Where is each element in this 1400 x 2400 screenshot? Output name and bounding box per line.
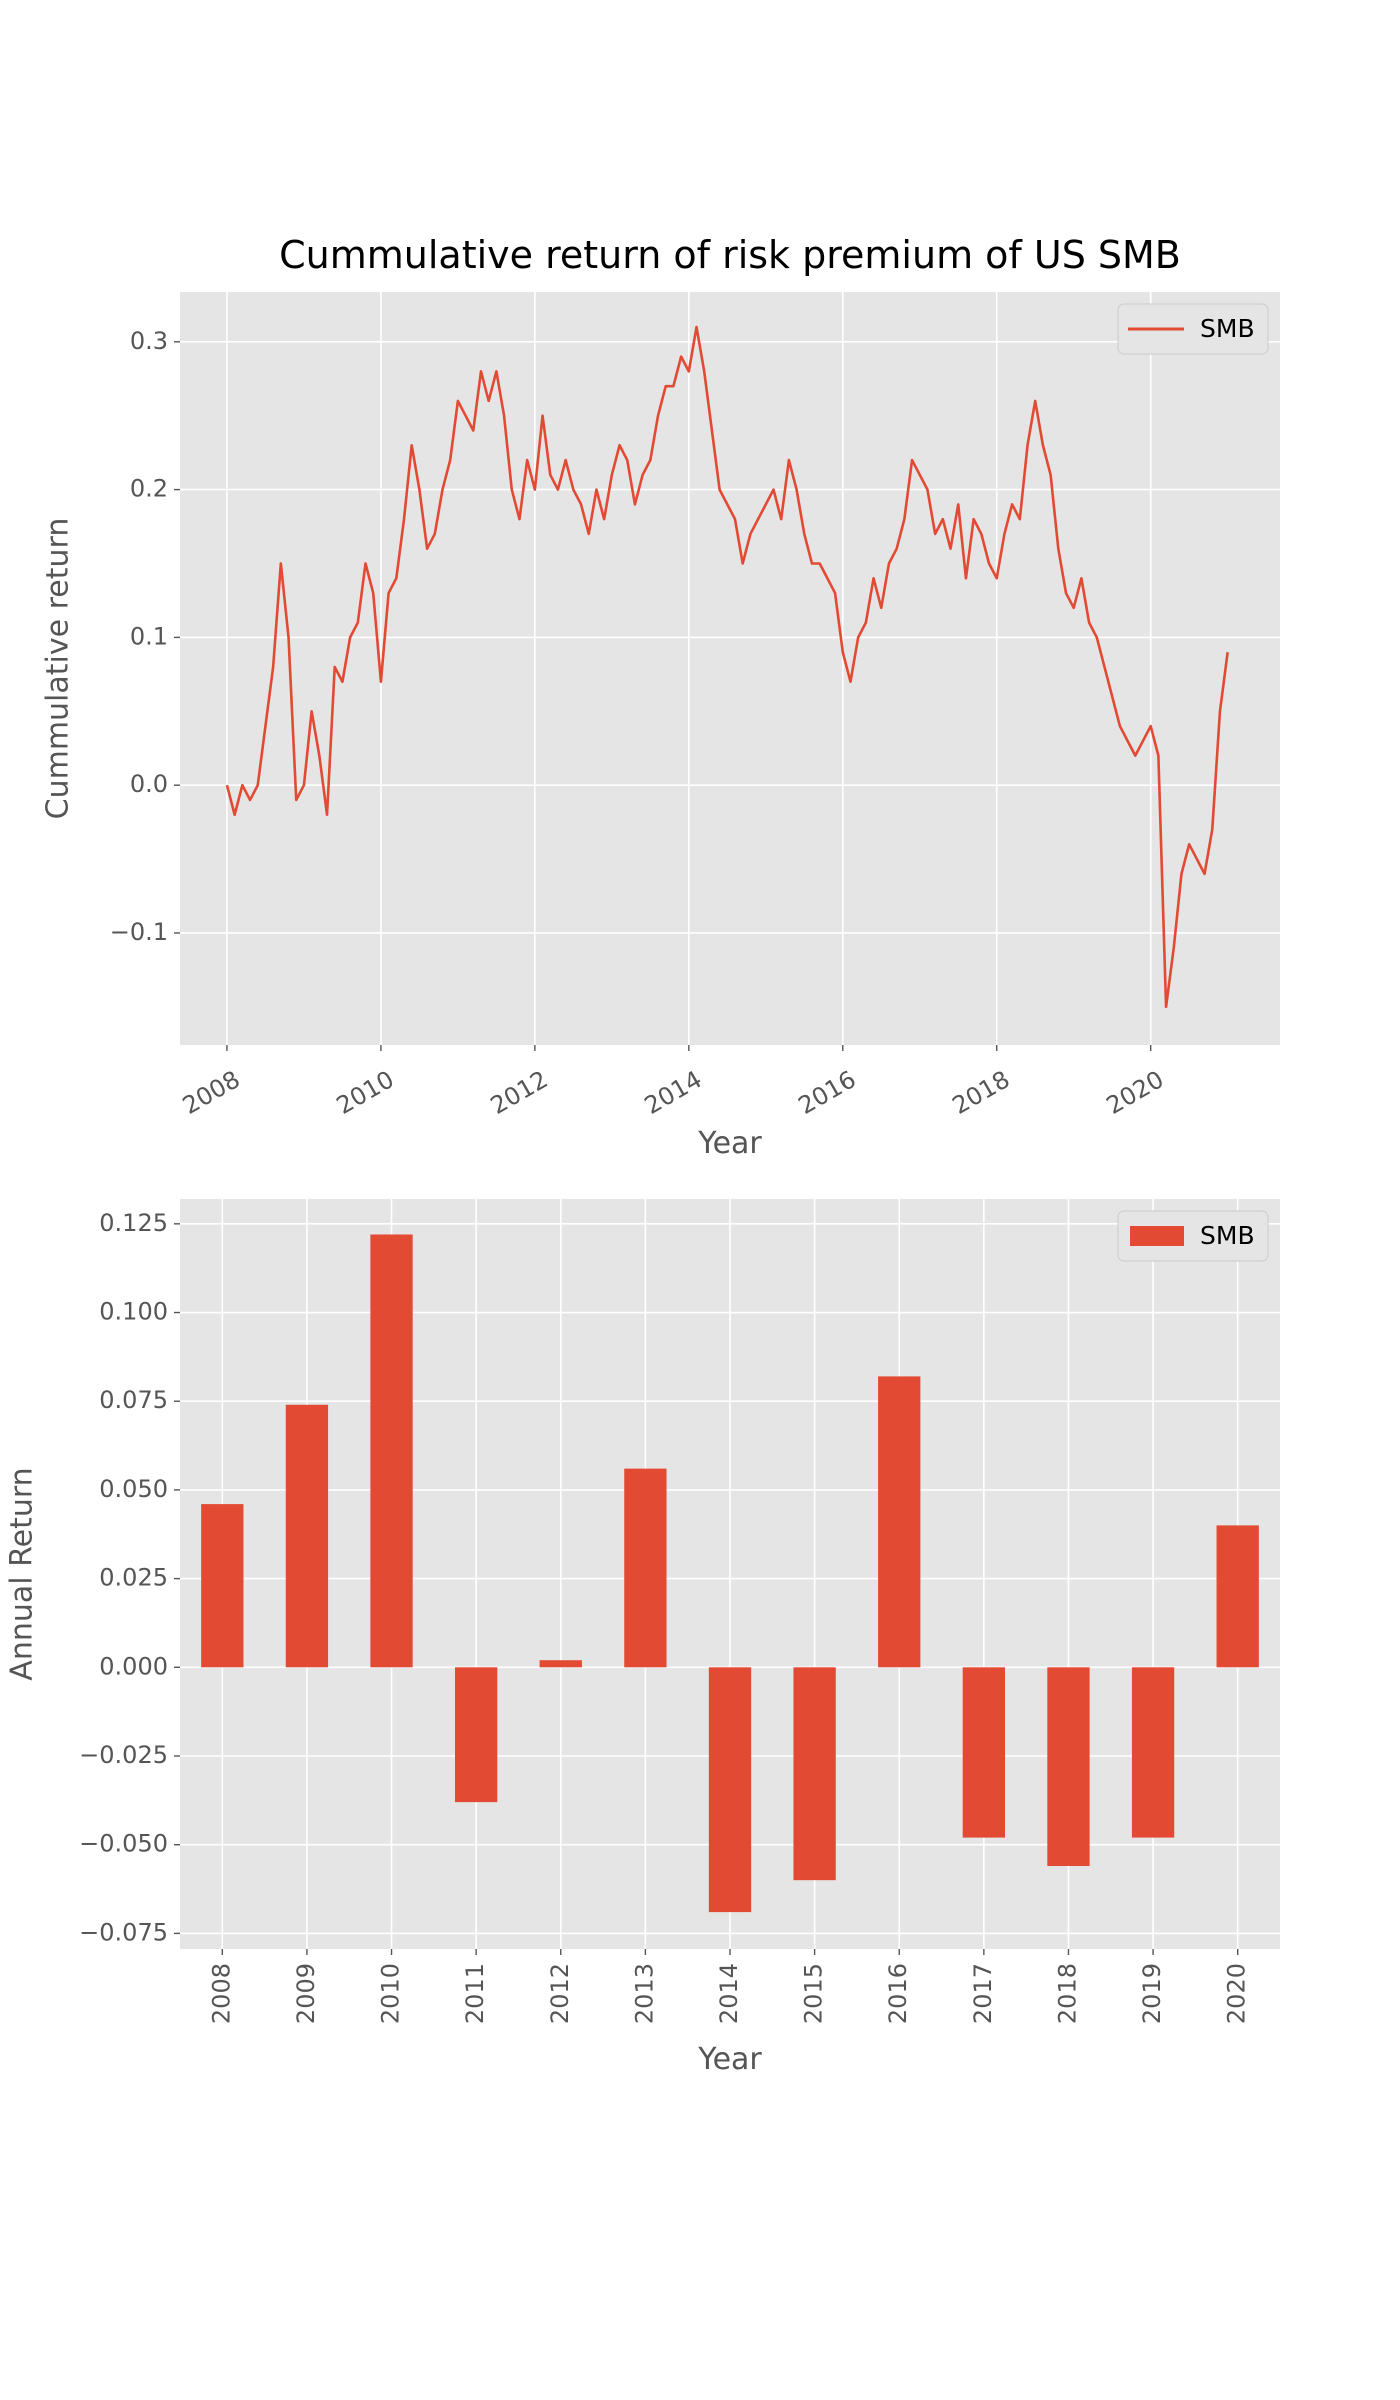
bar	[708, 1667, 752, 1913]
line	[225, 325, 1229, 1009]
legend-box	[1117, 1210, 1269, 1262]
x-tick-label: 2020	[1102, 1065, 1169, 1120]
y-tick-label: −0.050	[79, 1830, 168, 1858]
bar	[455, 1667, 498, 1803]
bar	[793, 1667, 836, 1881]
x-tick-label: 2008	[178, 1065, 245, 1120]
chart-title: Cummulative return of risk premium of US…	[279, 233, 1181, 277]
x-tick-label: 2011	[461, 1963, 489, 2024]
y-tick-label: 0.125	[99, 1209, 168, 1237]
y-axis-label: Cummulative return	[41, 518, 76, 820]
bar	[1047, 1667, 1090, 1866]
y-tick-label: 0.050	[99, 1475, 168, 1503]
x-tick-label: 2010	[332, 1065, 399, 1120]
bar	[624, 1468, 667, 1668]
bar	[539, 1660, 582, 1668]
y-tick-label: 0.1	[130, 622, 168, 650]
y-tick-label: 0.000	[99, 1652, 168, 1680]
plot-area	[180, 292, 1280, 1045]
bar	[962, 1667, 1005, 1838]
bar	[370, 1234, 413, 1668]
y-tick-label: −0.075	[79, 1918, 168, 1946]
y-tick-label: −0.025	[79, 1741, 168, 1769]
x-tick-label: 2012	[546, 1963, 574, 2024]
bar	[201, 1504, 244, 1668]
x-tick-label: 2013	[630, 1963, 658, 2024]
x-tick-label: 2008	[207, 1963, 235, 2024]
x-tick-label: 2012	[486, 1065, 553, 1120]
x-axis-label: Year	[697, 1126, 762, 1161]
x-tick-label: 2010	[377, 1963, 405, 2024]
y-tick-label: 0.3	[130, 327, 168, 355]
bar	[878, 1376, 921, 1668]
legend-box	[1117, 303, 1269, 355]
x-tick-label: 2020	[1223, 1963, 1251, 2024]
y-axis-label: Annual Return	[5, 1467, 40, 1680]
x-tick-label: 2018	[948, 1065, 1015, 1120]
y-tick-label: 0.100	[99, 1298, 168, 1326]
x-tick-label: 2014	[715, 1963, 743, 2024]
y-tick-label: 0.075	[99, 1386, 168, 1414]
y-tick-label: 0.0	[130, 770, 168, 798]
x-tick-label: 2014	[640, 1065, 707, 1120]
x-tick-label: 2019	[1138, 1963, 1166, 2024]
x-tick-label: 2016	[794, 1065, 861, 1120]
legend-label: SMB	[1200, 1221, 1255, 1250]
bar	[1216, 1525, 1259, 1668]
legend-label: SMB	[1200, 314, 1255, 343]
y-tick-label: 0.025	[99, 1564, 168, 1592]
x-tick-label: 2015	[800, 1963, 828, 2024]
y-tick-label: 0.2	[130, 475, 168, 503]
bar	[1131, 1667, 1175, 1838]
bar	[285, 1404, 329, 1668]
x-tick-label: 2016	[884, 1963, 912, 2024]
x-axis-label: Year	[697, 2042, 762, 2077]
x-tick-label: 2018	[1053, 1963, 1081, 2024]
x-tick-label: 2017	[969, 1963, 997, 2024]
legend-swatch	[1130, 1226, 1184, 1246]
x-tick-label: 2009	[292, 1963, 320, 2024]
y-tick-label: −0.1	[110, 918, 168, 946]
